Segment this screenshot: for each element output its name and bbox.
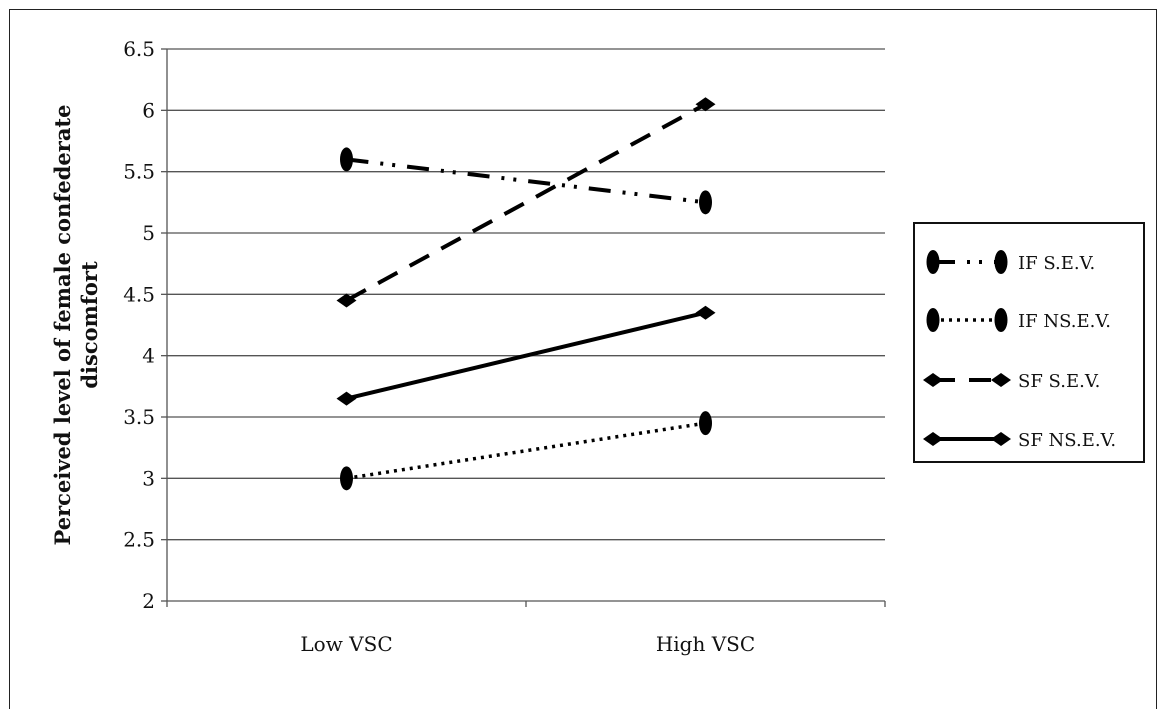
x-tick-label: Low VSC xyxy=(300,632,392,656)
legend-marker xyxy=(926,250,940,274)
y-tick-label: 2 xyxy=(142,589,155,613)
legend-marker xyxy=(923,432,943,446)
gridlines xyxy=(167,48,885,541)
series-2 xyxy=(336,97,716,308)
series-1 xyxy=(340,411,712,491)
y-axis-title-line: Perceived level of female confederate xyxy=(50,105,75,546)
chart-frame xyxy=(9,9,1157,709)
y-tick-label: 3.5 xyxy=(123,405,155,429)
y-tick-label: 5.5 xyxy=(123,160,155,184)
axes: 2 2.5 3 3.5 4 4.5 5 5.5 6 6.5 Low VSC High VSC xyxy=(123,37,886,656)
data-point xyxy=(695,305,716,320)
legend-label: IF NS.E.V. xyxy=(1018,311,1111,332)
y-tick-label: 4.5 xyxy=(123,282,155,306)
legend-item: SF NS.E.V. xyxy=(923,430,1116,451)
y-tick-label: 4 xyxy=(142,344,155,368)
legend-marker xyxy=(991,373,1011,387)
y-tick-label: 5 xyxy=(142,221,155,245)
y-tick-label: 2.5 xyxy=(123,528,155,552)
legend-marker xyxy=(994,308,1008,332)
data-point xyxy=(336,391,357,406)
series-line xyxy=(346,310,706,401)
legend-label: SF S.E.V. xyxy=(1018,371,1100,392)
series-0 xyxy=(340,147,712,215)
data-point xyxy=(699,190,712,215)
series-line xyxy=(346,157,706,205)
series-line xyxy=(345,102,707,303)
series-3 xyxy=(336,305,716,406)
legend-label: SF NS.E.V. xyxy=(1018,430,1116,451)
data-point xyxy=(336,293,357,308)
data-point xyxy=(340,147,353,172)
y-tick-label: 3 xyxy=(142,466,155,490)
legend-marker xyxy=(994,250,1008,274)
data-point xyxy=(699,411,712,436)
data-point xyxy=(340,466,353,491)
data-point xyxy=(695,97,716,112)
legend-item: IF S.E.V. xyxy=(926,250,1095,274)
y-axis-title-line: discomfort xyxy=(77,261,102,389)
x-tick-label: High VSC xyxy=(656,632,755,656)
series-layer xyxy=(336,97,716,491)
legend-label: IF S.E.V. xyxy=(1018,253,1095,274)
y-axis-title-group: Perceived level of female confederate dis… xyxy=(50,105,102,546)
legend-item: SF S.E.V. xyxy=(923,371,1100,392)
legend-marker xyxy=(991,432,1011,446)
y-tick-label: 6 xyxy=(142,98,155,122)
legend: IF S.E.V. IF NS.E.V. SF S.E.V. SF NS.E.V. xyxy=(913,222,1145,463)
legend-marker xyxy=(926,308,940,332)
legend-marker xyxy=(923,373,943,387)
y-tick-label: 6.5 xyxy=(123,37,155,61)
series-line xyxy=(346,421,706,481)
legend-item: IF NS.E.V. xyxy=(926,308,1111,332)
y-axis-title: Perceived level of female confederate dis… xyxy=(50,105,102,546)
